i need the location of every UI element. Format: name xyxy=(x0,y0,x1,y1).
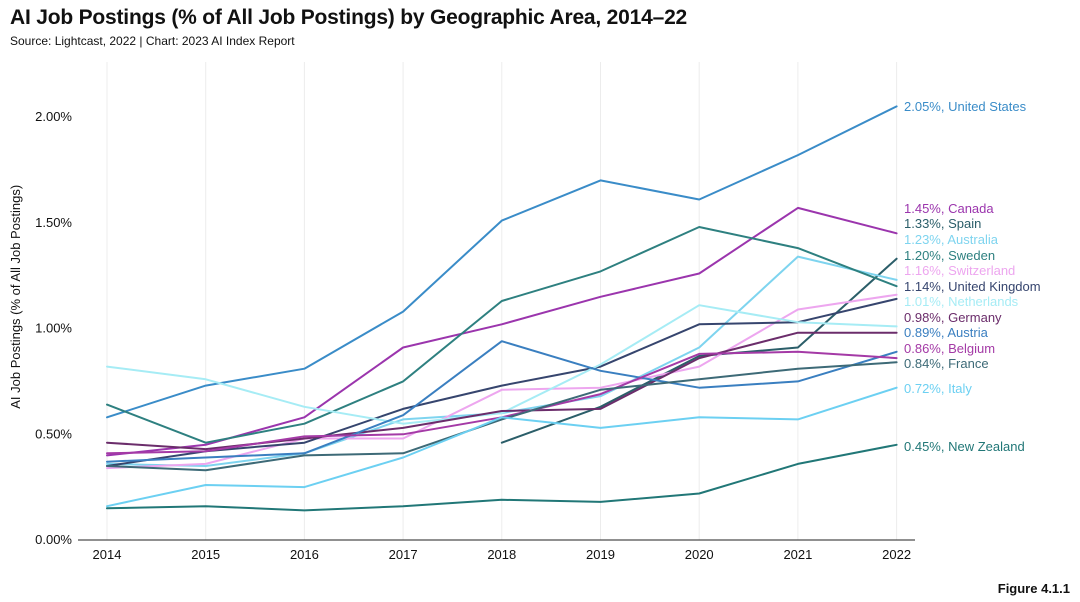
x-tick-label: 2017 xyxy=(389,547,418,562)
series-line-united-kingdom xyxy=(106,297,898,467)
y-tick-label: 1.50% xyxy=(35,215,72,230)
x-tick-label: 2022 xyxy=(882,547,911,562)
series-lines xyxy=(106,105,898,512)
x-tick-label: 2021 xyxy=(783,547,812,562)
series-line-new-zealand xyxy=(106,443,898,512)
series-label-netherlands: 1.01%, Netherlands xyxy=(904,294,1019,309)
y-tick-label: 2.00% xyxy=(35,109,72,124)
chart-title: AI Job Postings (% of All Job Postings) … xyxy=(10,6,688,29)
series-line-austria xyxy=(106,340,898,463)
gridlines xyxy=(106,62,898,540)
series-label-canada: 1.45%, Canada xyxy=(904,201,994,216)
series-label-australia: 1.23%, Australia xyxy=(904,232,999,247)
x-tick-label: 2015 xyxy=(191,547,220,562)
series-label-spain: 1.33%, Spain xyxy=(904,216,981,231)
chart-source: Source: Lightcast, 2022 | Chart: 2023 AI… xyxy=(10,34,295,48)
series-label-france: 0.84%, France xyxy=(904,356,989,371)
x-tick-label: 2016 xyxy=(290,547,319,562)
x-tick-label: 2019 xyxy=(586,547,615,562)
series-line-spain xyxy=(500,257,898,444)
series-label-austria: 0.89%, Austria xyxy=(904,325,989,340)
x-tick-label: 2018 xyxy=(487,547,516,562)
series-line-sweden xyxy=(106,226,898,444)
series-label-belgium: 0.86%, Belgium xyxy=(904,341,995,356)
series-line-france xyxy=(106,361,898,472)
series-label-switzerland: 1.16%, Switzerland xyxy=(904,263,1015,278)
series-label-sweden: 1.20%, Sweden xyxy=(904,248,995,263)
axes: 0.00% 0.50% 1.00% 1.50% 2.00% 2014 2015 2016 201… xyxy=(8,109,915,562)
series-label-germany: 0.98%, Germany xyxy=(904,310,1002,325)
y-tick-label: 0.00% xyxy=(35,532,72,547)
series-line-united-states xyxy=(106,105,898,419)
series-label-italy: 0.72%, Italy xyxy=(904,381,972,396)
series-line-italy xyxy=(106,386,898,508)
figure-label: Figure 4.1.1 xyxy=(997,581,1070,596)
y-tick-label: 1.00% xyxy=(35,321,72,336)
y-tick-label: 0.50% xyxy=(35,426,72,441)
x-tick-label: 2014 xyxy=(93,547,122,562)
series-label-new-zealand: 0.45%, New Zealand xyxy=(904,439,1025,454)
series-label-united-states: 2.05%, United States xyxy=(904,99,1027,114)
x-tick-label: 2020 xyxy=(685,547,714,562)
y-axis-label: AI Job Postings (% of All Job Postings) xyxy=(8,185,23,409)
series-line-netherlands xyxy=(106,304,898,425)
series-labels: 2.05%, United States 1.45%, Canada1.33%, … xyxy=(904,99,1041,454)
series-label-united-kingdom: 1.14%, United Kingdom xyxy=(904,279,1041,294)
